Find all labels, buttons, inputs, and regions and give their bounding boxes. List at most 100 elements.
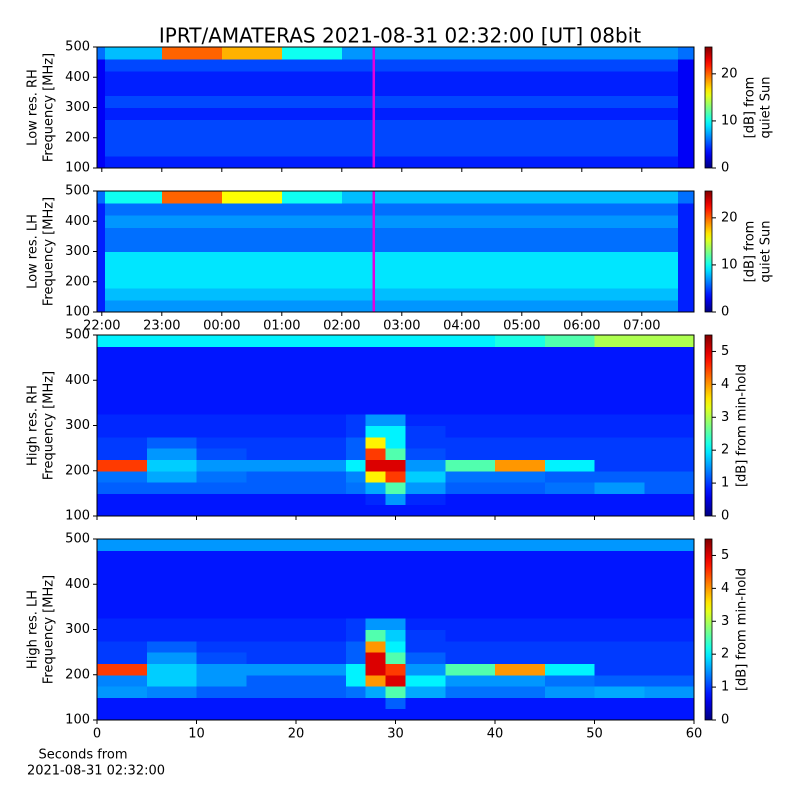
heatmap-cell bbox=[246, 357, 297, 370]
heatmap-cell bbox=[405, 335, 446, 347]
heatmap-cell bbox=[341, 227, 403, 240]
heatmap-cell bbox=[544, 550, 595, 563]
heatmap-cell bbox=[97, 539, 148, 551]
heatmap-cell bbox=[401, 143, 463, 157]
heatmap-cell bbox=[495, 335, 546, 347]
heatmap-cell bbox=[405, 561, 446, 574]
heatmap-cell bbox=[644, 572, 695, 585]
heatmap-cell bbox=[97, 155, 106, 169]
heatmap-cell bbox=[461, 95, 523, 108]
heatmap-cell bbox=[521, 263, 583, 277]
colorbar-tick-label: 20 bbox=[721, 66, 738, 81]
heatmap-cell bbox=[196, 708, 247, 721]
heatmap-cell bbox=[385, 618, 406, 630]
heatmap-cell bbox=[97, 380, 148, 393]
y-tick-label: 100 bbox=[65, 509, 90, 524]
heatmap-cell bbox=[365, 459, 387, 472]
x-tick-label: 01:00 bbox=[263, 319, 300, 334]
heatmap-cell bbox=[385, 482, 406, 494]
heatmap-cell bbox=[97, 191, 106, 204]
heatmap-cell bbox=[495, 482, 546, 494]
heatmap-cell bbox=[341, 203, 403, 216]
heatmap-cell bbox=[196, 346, 247, 359]
heatmap-cell bbox=[495, 663, 546, 676]
heatmap-cell bbox=[365, 572, 387, 585]
heatmap-cell bbox=[97, 686, 148, 698]
heatmap-cell bbox=[495, 493, 546, 506]
heatmap-cell bbox=[521, 203, 583, 216]
heatmap-cell bbox=[104, 131, 163, 145]
heatmap-cell bbox=[341, 251, 403, 265]
heatmap-cell bbox=[345, 436, 367, 449]
heatmap-cell bbox=[461, 203, 523, 216]
heatmap-cell bbox=[405, 539, 446, 551]
heatmap-cell bbox=[221, 107, 283, 121]
heatmap-cell bbox=[296, 346, 347, 359]
heatmap-cell bbox=[495, 470, 546, 483]
heatmap-cell bbox=[196, 539, 247, 551]
heatmap-cell bbox=[296, 708, 347, 721]
heatmap-cell bbox=[445, 380, 496, 393]
heatmap-cell bbox=[161, 119, 223, 133]
heatmap-cell bbox=[385, 697, 406, 710]
heatmap-cell bbox=[345, 539, 367, 551]
heatmap-cell bbox=[461, 239, 523, 252]
heatmap-cell bbox=[461, 59, 523, 72]
heatmap-cell bbox=[445, 425, 496, 438]
heatmap-cell bbox=[594, 595, 645, 608]
heatmap-cell bbox=[281, 47, 343, 60]
heatmap-cell bbox=[281, 215, 343, 228]
heatmap-cell bbox=[644, 504, 695, 517]
heatmap-cell bbox=[246, 697, 297, 710]
heatmap-cell bbox=[296, 448, 347, 460]
heatmap-cell bbox=[401, 203, 463, 216]
heatmap-cell bbox=[461, 131, 523, 145]
heatmap-cell bbox=[341, 143, 403, 157]
heatmap-cell bbox=[146, 606, 197, 619]
colorbar-tick-label: 0 bbox=[721, 305, 729, 320]
heatmap-cell bbox=[146, 391, 197, 404]
heatmap-cell bbox=[544, 697, 595, 710]
heatmap-cell bbox=[196, 640, 247, 653]
heatmap-cell bbox=[405, 674, 446, 687]
heatmap-cell bbox=[97, 368, 148, 381]
y-axis-label: High res. RH bbox=[26, 385, 41, 466]
heatmap-cell bbox=[345, 697, 367, 710]
heatmap-cell bbox=[97, 595, 148, 608]
heatmap-cell bbox=[445, 606, 496, 619]
heatmap-cell bbox=[146, 618, 197, 630]
heatmap-cell bbox=[644, 402, 695, 415]
heatmap-cell bbox=[677, 227, 695, 240]
heatmap-cell bbox=[161, 155, 223, 169]
heatmap-cell bbox=[345, 425, 367, 438]
x-tick-label: 23:00 bbox=[143, 319, 180, 334]
heatmap-cell bbox=[581, 83, 679, 96]
heatmap-cell bbox=[345, 629, 367, 642]
heatmap-cell bbox=[97, 674, 148, 687]
heatmap-cell bbox=[365, 414, 387, 426]
heatmap-cell bbox=[445, 414, 496, 426]
heatmap-cell bbox=[104, 299, 163, 313]
heatmap-cell bbox=[104, 239, 163, 252]
heatmap-cell bbox=[385, 448, 406, 460]
heatmap-cell bbox=[594, 402, 645, 415]
heatmap-cell bbox=[104, 191, 163, 204]
heatmap-cell bbox=[594, 482, 645, 494]
heatmap-cell bbox=[544, 663, 595, 676]
heatmap-cell bbox=[146, 652, 197, 664]
heatmap-cell bbox=[246, 629, 297, 642]
heatmap-cell bbox=[594, 504, 645, 517]
heatmap-cell bbox=[461, 275, 523, 289]
colorbar-tick-label: 0 bbox=[721, 161, 729, 176]
heatmap-cell bbox=[161, 203, 223, 216]
heatmap-cell bbox=[495, 368, 546, 381]
heatmap-cell bbox=[246, 391, 297, 404]
heatmap-cell bbox=[581, 287, 679, 301]
heatmap-cell bbox=[345, 606, 367, 619]
heatmap-cell bbox=[97, 425, 148, 438]
heatmap-cell bbox=[296, 368, 347, 381]
colorbar-tick-label: 0 bbox=[721, 509, 729, 524]
heatmap-cell bbox=[495, 539, 546, 551]
heatmap-cell bbox=[385, 414, 406, 426]
heatmap-cell bbox=[146, 539, 197, 551]
